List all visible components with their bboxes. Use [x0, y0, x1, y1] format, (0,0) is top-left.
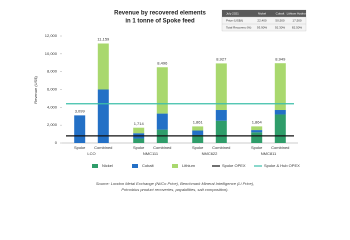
group-label: NMC811: [261, 151, 277, 156]
source: Primobius product recoveries, payabiliti…: [121, 187, 228, 192]
table-header: Lithium Hydrox.: [287, 11, 308, 15]
x-tick-label: Combined: [212, 145, 230, 150]
data-label: 1,714: [134, 121, 145, 126]
bar-segment: [156, 113, 168, 130]
table-header-bg: [222, 10, 306, 17]
bar-segment: [97, 89, 109, 143]
legend-label: Cobalt: [142, 163, 154, 168]
bar-segment: [274, 114, 286, 143]
data-label: 1,861: [193, 119, 204, 124]
table-cell: 92.30%: [275, 25, 286, 29]
bar-segment: [274, 110, 286, 115]
table-header: July 2021: [226, 11, 239, 15]
data-label: 3,099: [75, 108, 86, 113]
legend-swatch: [172, 164, 178, 168]
legend-swatch: [92, 164, 98, 168]
x-tick-label: Spoke: [251, 145, 263, 150]
data-label: 8,927: [216, 56, 227, 61]
x-tick-label: Spoke: [133, 145, 145, 150]
bar-segment: [215, 110, 227, 121]
bar-segment: [215, 63, 227, 111]
table-cell: 82.50%: [292, 25, 303, 29]
bar-segment: [215, 120, 227, 143]
source: Source: London Metal Exchange (Ni/Co Pri…: [96, 181, 254, 186]
bar-segment: [133, 127, 145, 134]
group-label: NMC111: [143, 151, 159, 156]
bar-segment: [192, 126, 204, 131]
y-tick-label: 4,000: [47, 104, 58, 109]
legend-label: Spoke & Hub OPEX: [264, 163, 300, 168]
x-tick-label: Spoke: [74, 145, 86, 150]
table-cell: Price (US$/t): [226, 18, 243, 22]
legend-swatch: [132, 164, 138, 168]
data-label: 1,864: [252, 119, 263, 124]
bar-segment: [156, 67, 168, 114]
group-label: LCO: [87, 151, 95, 156]
y-axis-label: Revenue (US$): [33, 76, 38, 104]
data-label: 11,159: [97, 37, 110, 42]
bar-segment: [192, 134, 204, 143]
bar-segment: [251, 130, 263, 133]
bar-segment: [97, 43, 109, 90]
y-tick-label: 12,000: [45, 33, 58, 38]
y-tick-label: 2,000: [47, 122, 58, 127]
bar-segment: [251, 132, 263, 143]
table-cell: 22,400: [257, 18, 267, 22]
y-tick-label: 0: [55, 140, 58, 145]
chart: Revenue by recovered elements in 1 tonne…: [33, 9, 308, 192]
x-tick-label: Combined: [94, 145, 112, 150]
data-label: 8,496: [157, 60, 168, 65]
table-header: Nickel: [258, 11, 267, 15]
bar-segment: [192, 130, 204, 135]
bar-segment: [74, 115, 86, 143]
bar-segment: [133, 138, 145, 143]
group-label: NMC622: [202, 151, 219, 156]
table-cell: Total Recovery (%): [226, 25, 251, 29]
table-cell: 50,500: [275, 18, 285, 22]
bar-segment: [274, 63, 286, 111]
y-tick-label: 8,000: [47, 69, 58, 74]
legend-label: Spoke OPEX: [222, 163, 246, 168]
x-tick-label: Spoke: [192, 145, 204, 150]
x-tick-label: Combined: [271, 145, 289, 150]
legend-label: Nickel: [102, 163, 113, 168]
x-tick-label: Combined: [153, 145, 171, 150]
data-label: 8,949: [275, 56, 286, 61]
chart-subtitle: in 1 tonne of Spoke feed: [125, 19, 195, 25]
y-tick-label: 6,000: [47, 87, 58, 92]
bar-segment: [251, 126, 263, 131]
table-cell: 17,500: [292, 18, 302, 22]
table-cell: 93.90%: [257, 25, 268, 29]
chart-title: Revenue by recovered elements: [114, 11, 206, 17]
legend-label: Lithium: [182, 163, 196, 168]
y-tick-label: 10,000: [45, 51, 58, 56]
table-header: Cobalt: [276, 11, 285, 15]
